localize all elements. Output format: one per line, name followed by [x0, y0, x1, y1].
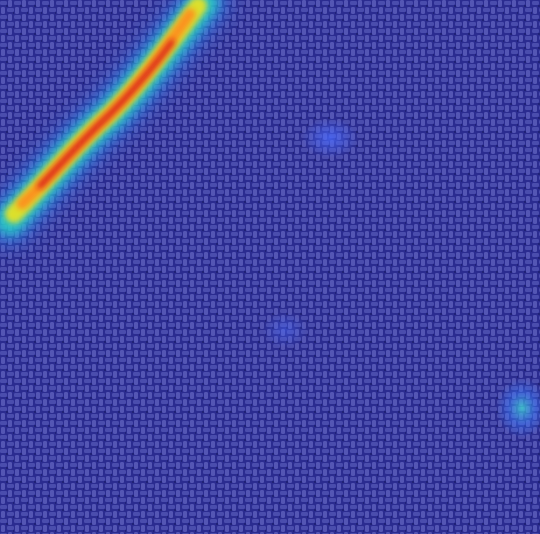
heat-streak-core [37, 39, 175, 189]
hotspot-center [263, 312, 307, 348]
hotspot-upper-middle [302, 118, 358, 158]
heat-streak [0, 0, 228, 245]
hotspot-right-edge [496, 378, 540, 438]
